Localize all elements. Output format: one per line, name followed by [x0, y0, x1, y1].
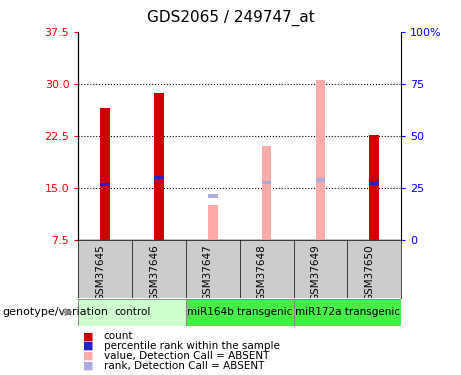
Bar [262, 180, 272, 184]
Text: ■: ■ [83, 351, 94, 361]
Text: GSM37645: GSM37645 [95, 244, 105, 302]
Bar [208, 194, 218, 198]
Text: value, Detection Call = ABSENT: value, Detection Call = ABSENT [104, 351, 269, 361]
Text: miR164b transgenic: miR164b transgenic [187, 307, 292, 317]
Text: ■: ■ [83, 340, 94, 351]
Bar [100, 183, 110, 186]
Bar [154, 176, 164, 180]
Bar [315, 178, 325, 182]
Bar [186, 298, 294, 326]
Bar [369, 181, 379, 185]
Text: ■: ■ [83, 331, 94, 341]
Bar [294, 298, 401, 326]
Text: miR172a transgenic: miR172a transgenic [295, 307, 400, 317]
Text: count: count [104, 331, 133, 341]
Text: GSM37650: GSM37650 [364, 244, 374, 301]
Text: GSM37649: GSM37649 [310, 244, 320, 302]
Bar [208, 206, 218, 240]
Text: percentile rank within the sample: percentile rank within the sample [104, 340, 280, 351]
Bar [369, 135, 379, 240]
Text: rank, Detection Call = ABSENT: rank, Detection Call = ABSENT [104, 361, 264, 371]
Text: GSM37648: GSM37648 [257, 244, 266, 302]
Text: genotype/variation: genotype/variation [2, 307, 108, 317]
Bar [154, 93, 164, 240]
Text: GSM37647: GSM37647 [203, 244, 213, 302]
Text: ■: ■ [83, 361, 94, 371]
Bar [100, 108, 110, 240]
Bar [315, 81, 325, 240]
Bar [262, 146, 272, 240]
Bar [78, 298, 186, 326]
Text: GDS2065 / 249747_at: GDS2065 / 249747_at [147, 9, 314, 26]
Text: GSM37646: GSM37646 [149, 244, 159, 302]
Text: control: control [114, 307, 150, 317]
